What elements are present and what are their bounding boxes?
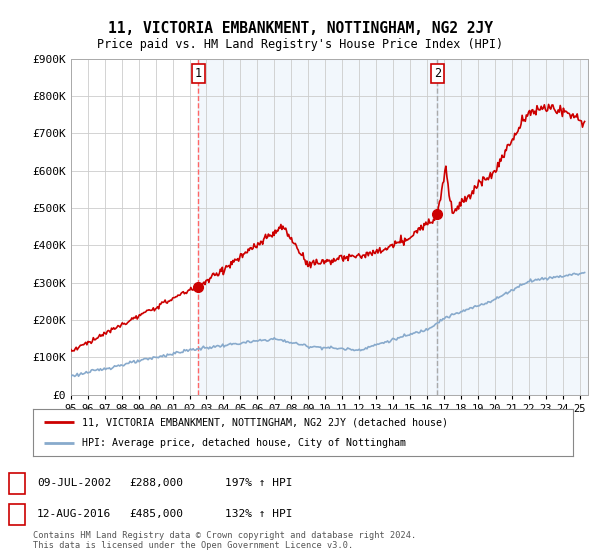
- Text: 11, VICTORIA EMBANKMENT, NOTTINGHAM, NG2 2JY (detached house): 11, VICTORIA EMBANKMENT, NOTTINGHAM, NG2…: [82, 417, 448, 427]
- Text: HPI: Average price, detached house, City of Nottingham: HPI: Average price, detached house, City…: [82, 438, 406, 448]
- Text: 1: 1: [195, 67, 202, 80]
- Bar: [437, 59, 588, 395]
- Text: 2: 2: [434, 67, 441, 80]
- Text: £288,000: £288,000: [129, 478, 183, 488]
- Text: 1: 1: [13, 476, 20, 489]
- Text: Price paid vs. HM Land Registry's House Price Index (HPI): Price paid vs. HM Land Registry's House …: [97, 38, 503, 51]
- Bar: [199, 59, 437, 395]
- Text: Contains HM Land Registry data © Crown copyright and database right 2024.
This d: Contains HM Land Registry data © Crown c…: [33, 530, 416, 550]
- Text: 132% ↑ HPI: 132% ↑ HPI: [225, 509, 293, 519]
- Text: £485,000: £485,000: [129, 509, 183, 519]
- Text: 197% ↑ HPI: 197% ↑ HPI: [225, 478, 293, 488]
- Text: 12-AUG-2016: 12-AUG-2016: [37, 509, 112, 519]
- Text: 11, VICTORIA EMBANKMENT, NOTTINGHAM, NG2 2JY: 11, VICTORIA EMBANKMENT, NOTTINGHAM, NG2…: [107, 21, 493, 36]
- Text: 09-JUL-2002: 09-JUL-2002: [37, 478, 112, 488]
- Text: 2: 2: [13, 507, 20, 521]
